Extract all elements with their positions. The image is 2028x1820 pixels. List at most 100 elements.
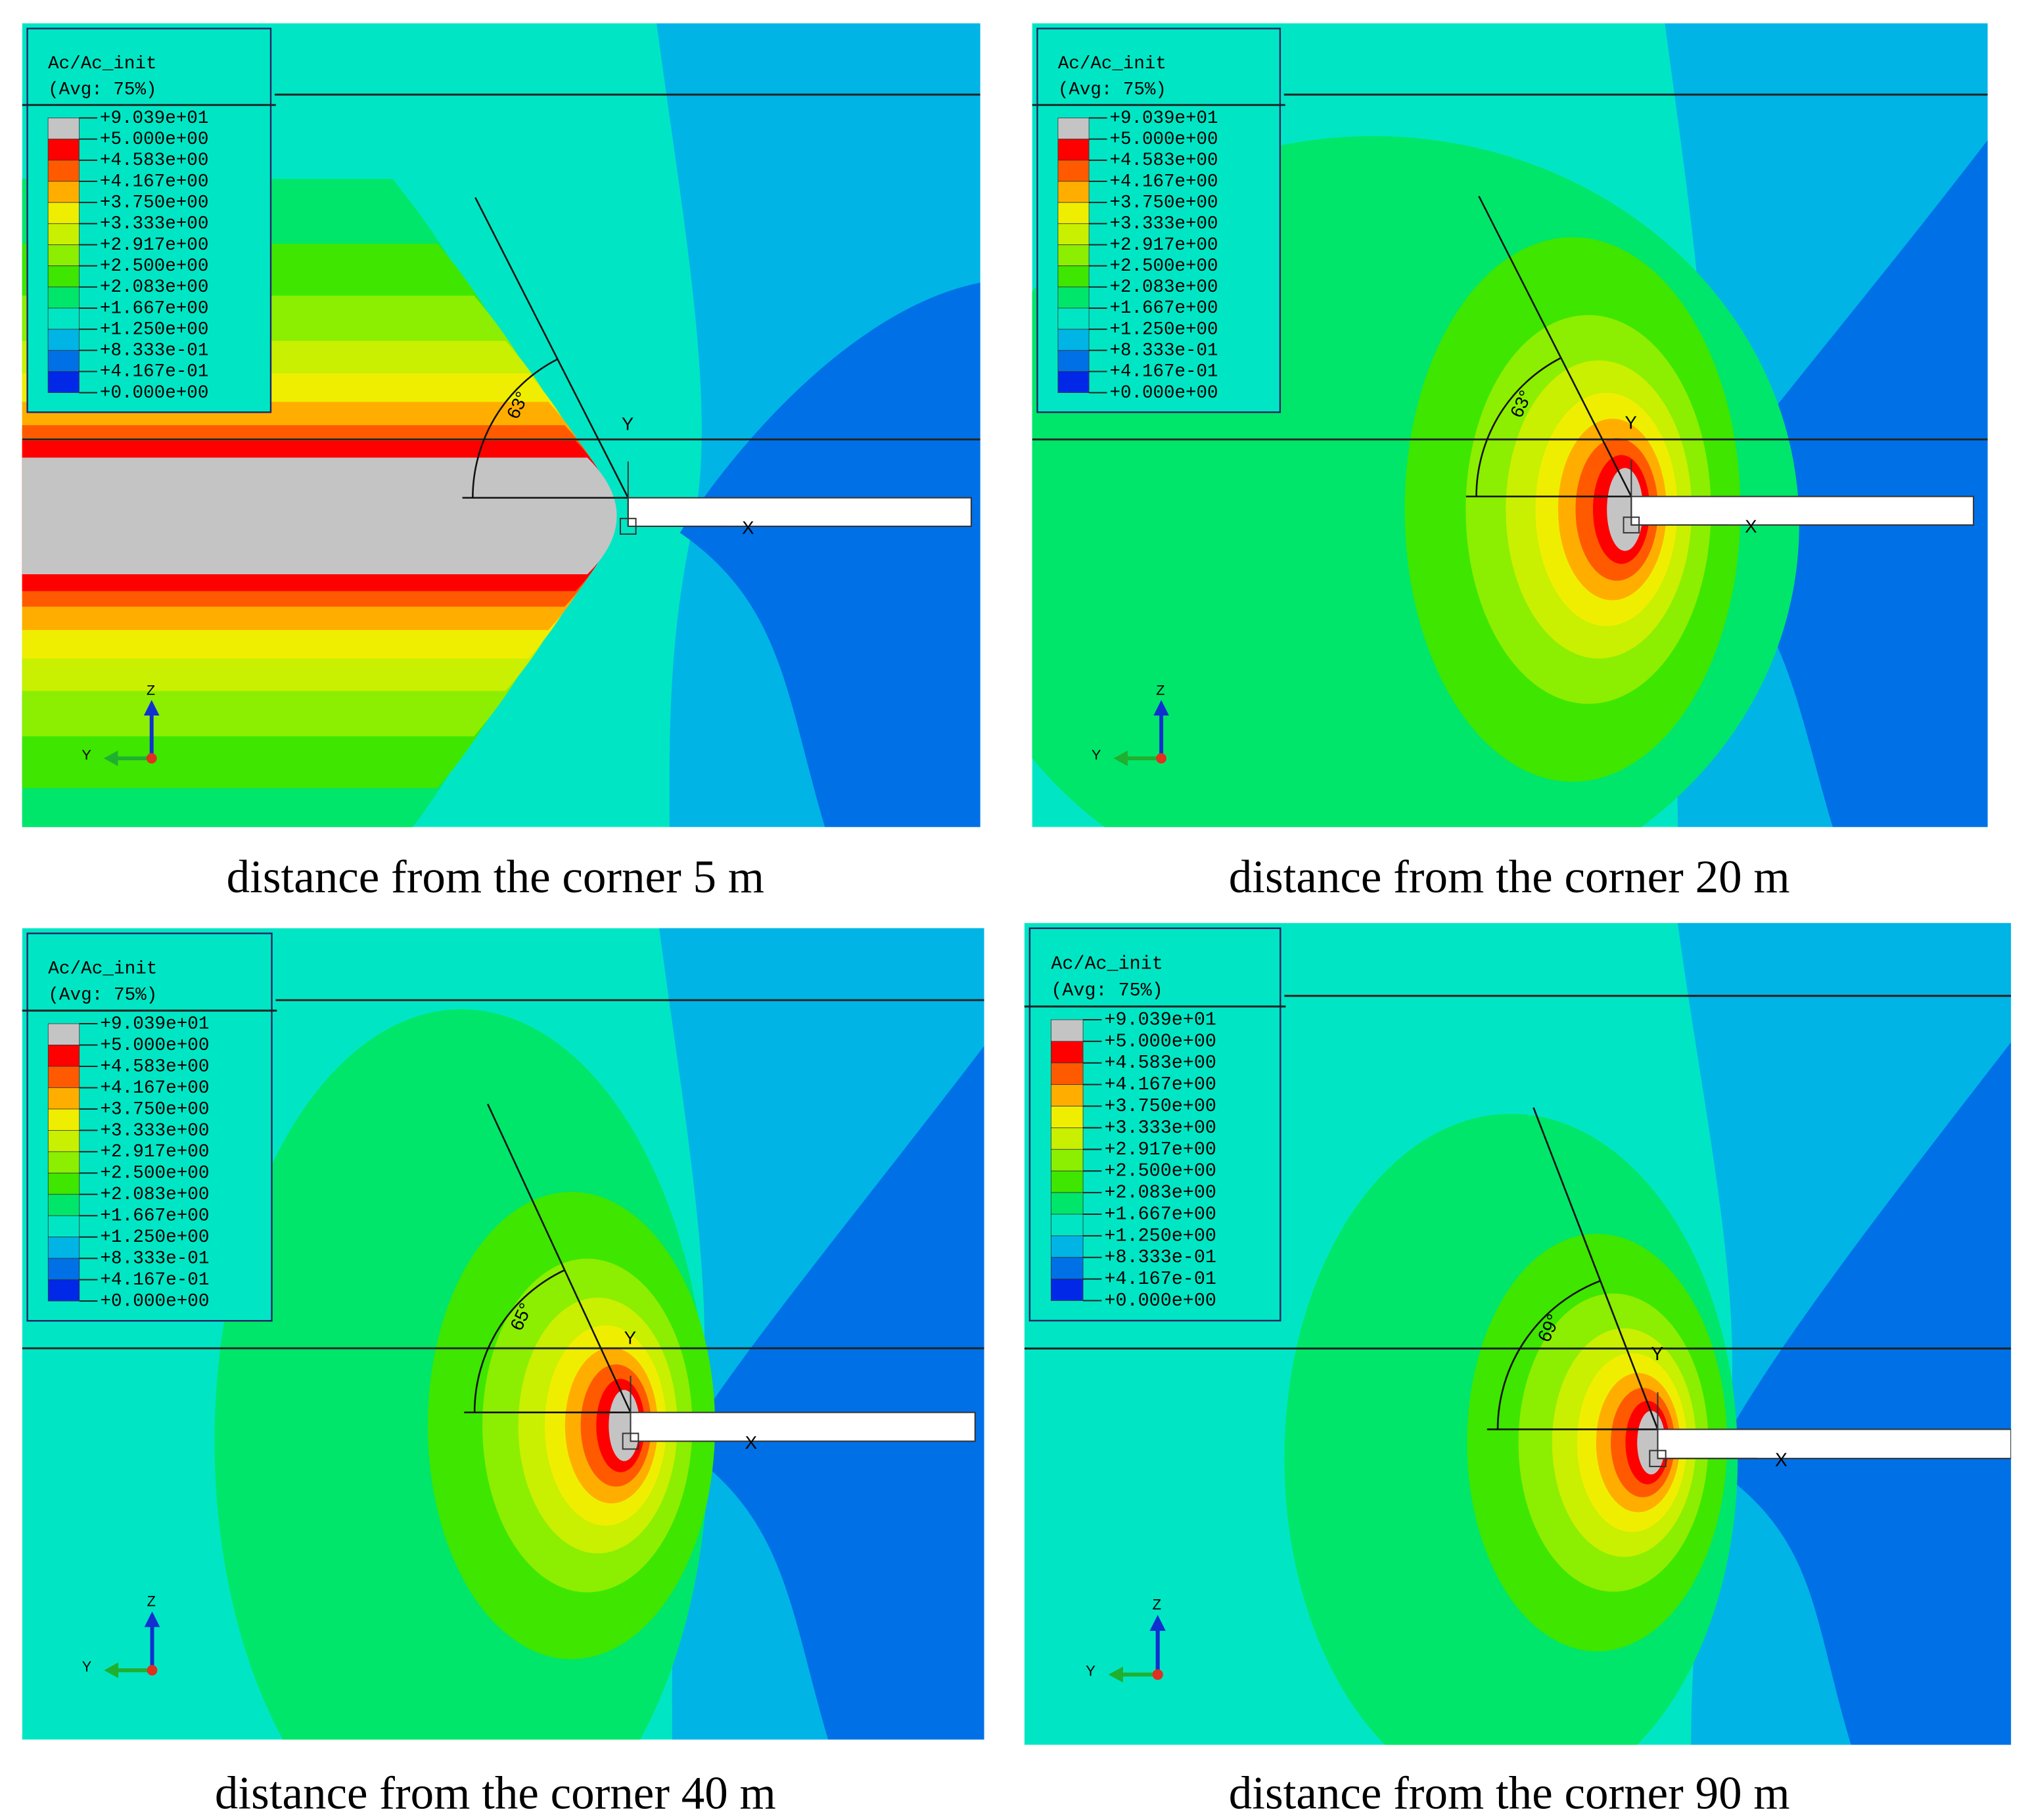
triad-z-head xyxy=(144,1611,160,1627)
dark-blue-region xyxy=(1711,1042,2012,1745)
legend-swatch xyxy=(47,265,80,288)
dark-blue-region xyxy=(682,1045,984,1740)
legend-label: +2.083e+00 xyxy=(1110,277,1218,298)
triad-x xyxy=(1156,753,1166,764)
legend-swatch xyxy=(1057,202,1090,224)
triad-y-head xyxy=(1108,1666,1123,1683)
origin-marker xyxy=(1649,1449,1667,1467)
legend-label: +2.083e+00 xyxy=(100,277,208,298)
triad-y-head xyxy=(103,750,118,767)
legend-swatch xyxy=(47,1129,80,1152)
triad-y-head xyxy=(104,1662,119,1679)
legend-label: +9.039e+01 xyxy=(100,1014,209,1034)
local-x-label: X xyxy=(1745,516,1757,536)
plate xyxy=(1630,495,1975,526)
legend-swatch xyxy=(47,307,80,330)
legend-swatch xyxy=(1050,1106,1084,1128)
local-y-label: Y xyxy=(624,1327,636,1348)
legend-label: +4.167e+00 xyxy=(1105,1074,1216,1095)
legend-swatch xyxy=(47,139,80,161)
legend-label: +4.583e+00 xyxy=(100,150,208,171)
legend-swatch xyxy=(47,1258,80,1281)
legend-label: +2.917e+00 xyxy=(1105,1139,1216,1160)
legend: Ac/Ac_init (Avg: 75%) +9.039e+01+5.000e+00… xyxy=(1032,28,1285,413)
legend-title: Ac/Ac_init xyxy=(1058,54,1166,74)
legend-label: +8.333e-01 xyxy=(1105,1246,1216,1268)
plate xyxy=(630,1411,976,1442)
legend-subtitle: (Avg: 75%) xyxy=(1051,980,1163,1001)
legend-swatch xyxy=(1050,1084,1084,1106)
legend-label: +3.333e+00 xyxy=(100,1121,209,1141)
local-x-label: X xyxy=(1775,1449,1787,1470)
legend-label: +4.167e+00 xyxy=(1110,171,1218,192)
legend-label: +9.039e+01 xyxy=(100,108,208,129)
legend-label: +1.667e+00 xyxy=(100,1206,209,1227)
legend-swatch xyxy=(47,286,80,309)
origin-marker xyxy=(619,518,637,535)
legend-swatch xyxy=(47,1066,80,1088)
legend-swatch xyxy=(1057,371,1090,393)
legend-label: +2.917e+00 xyxy=(100,1142,209,1162)
legend-label: +8.333e-01 xyxy=(100,1249,209,1269)
local-y-label: Y xyxy=(622,413,634,434)
legend-swatch xyxy=(1057,286,1090,309)
legend-label: +1.250e+00 xyxy=(1110,319,1218,340)
legend-label: +1.250e+00 xyxy=(100,1227,209,1248)
legend-swatch xyxy=(47,223,80,245)
legend-label: +2.083e+00 xyxy=(1105,1182,1216,1204)
legend-swatch xyxy=(1050,1149,1084,1172)
legend-label: +9.039e+01 xyxy=(1105,1009,1216,1031)
legend-label: +4.583e+00 xyxy=(1105,1052,1216,1074)
legend-label: +2.917e+00 xyxy=(1110,235,1218,256)
plate xyxy=(1657,1428,2012,1459)
legend-label: +0.000e+00 xyxy=(100,1291,209,1311)
slip-line xyxy=(1478,195,1632,497)
legend-title: Ac/Ac_init xyxy=(48,959,157,980)
triad-x xyxy=(147,1665,158,1676)
angle-arc xyxy=(473,1269,565,1413)
legend-label: +3.333e+00 xyxy=(1110,214,1218,235)
legend-label: +2.083e+00 xyxy=(100,1185,209,1205)
angle-arc xyxy=(472,358,559,498)
legend-swatch xyxy=(47,350,80,372)
panel-caption: distance from the corner 40 m xyxy=(215,1768,776,1819)
dark-blue-region xyxy=(680,283,980,827)
legend-label: +2.500e+00 xyxy=(100,256,208,277)
legend-label: +0.000e+00 xyxy=(1105,1290,1216,1311)
slip-line xyxy=(474,196,629,499)
legend-label: +2.500e+00 xyxy=(1105,1160,1216,1182)
legend-swatch xyxy=(1057,160,1090,182)
triad-z-label: Z xyxy=(147,681,155,698)
legend-swatch xyxy=(47,1023,80,1045)
plate xyxy=(627,497,972,527)
triad-x xyxy=(146,753,157,764)
legend-swatch xyxy=(1050,1214,1084,1237)
slip-line xyxy=(1533,1107,1659,1430)
legend-swatch xyxy=(1057,118,1090,140)
legend-label: +2.500e+00 xyxy=(100,1164,209,1184)
angle-arc xyxy=(1496,1280,1601,1430)
triad-y-label: Y xyxy=(1086,1663,1095,1679)
origin-marker xyxy=(1623,516,1640,534)
legend-swatch xyxy=(47,160,80,182)
triad-z-head xyxy=(143,700,160,716)
legend-swatch xyxy=(1057,244,1090,267)
legend-swatch xyxy=(47,1151,80,1173)
legend-label: +1.250e+00 xyxy=(100,319,208,340)
legend: Ac/Ac_init (Avg: 75%) +9.039e+01+5.000e+00… xyxy=(22,28,276,413)
legend-subtitle: (Avg: 75%) xyxy=(1058,80,1166,100)
legend-swatch xyxy=(1050,1192,1084,1215)
legend-swatch xyxy=(1057,329,1090,351)
legend: Ac/Ac_init (Avg: 75%) +9.039e+01+5.000e+00… xyxy=(22,932,277,1322)
legend-label: +1.667e+00 xyxy=(1105,1204,1216,1225)
angle-arc xyxy=(1475,357,1561,497)
legend-label: +4.583e+00 xyxy=(1110,150,1218,171)
legend-swatch xyxy=(47,371,80,393)
